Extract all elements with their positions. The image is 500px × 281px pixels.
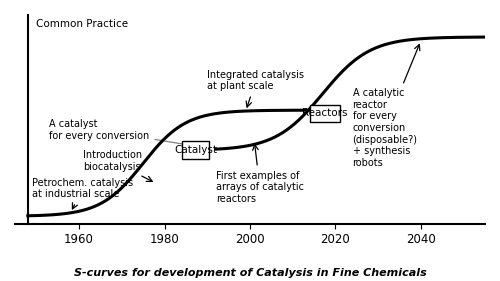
FancyBboxPatch shape xyxy=(182,141,210,159)
Text: Catalyst: Catalyst xyxy=(174,145,217,155)
Text: First examples of
arrays of catalytic
reactors: First examples of arrays of catalytic re… xyxy=(216,144,304,204)
Text: Introduction
biocatalysis: Introduction biocatalysis xyxy=(84,150,152,182)
Text: Petrochem. catalysis
at industrial scale: Petrochem. catalysis at industrial scale xyxy=(32,178,133,209)
Text: Reactors: Reactors xyxy=(302,108,348,118)
Text: S-curves for development of Catalysis in Fine Chemicals: S-curves for development of Catalysis in… xyxy=(74,268,426,278)
Text: A catalyst
for every conversion: A catalyst for every conversion xyxy=(49,119,195,148)
Text: Common Practice: Common Practice xyxy=(36,19,128,29)
FancyBboxPatch shape xyxy=(310,105,340,122)
Text: Integrated catalysis
at plant scale: Integrated catalysis at plant scale xyxy=(208,70,304,107)
Text: A catalytic
reactor
for every
conversion
(disposable?)
+ synthesis
robots: A catalytic reactor for every conversion… xyxy=(352,44,420,168)
